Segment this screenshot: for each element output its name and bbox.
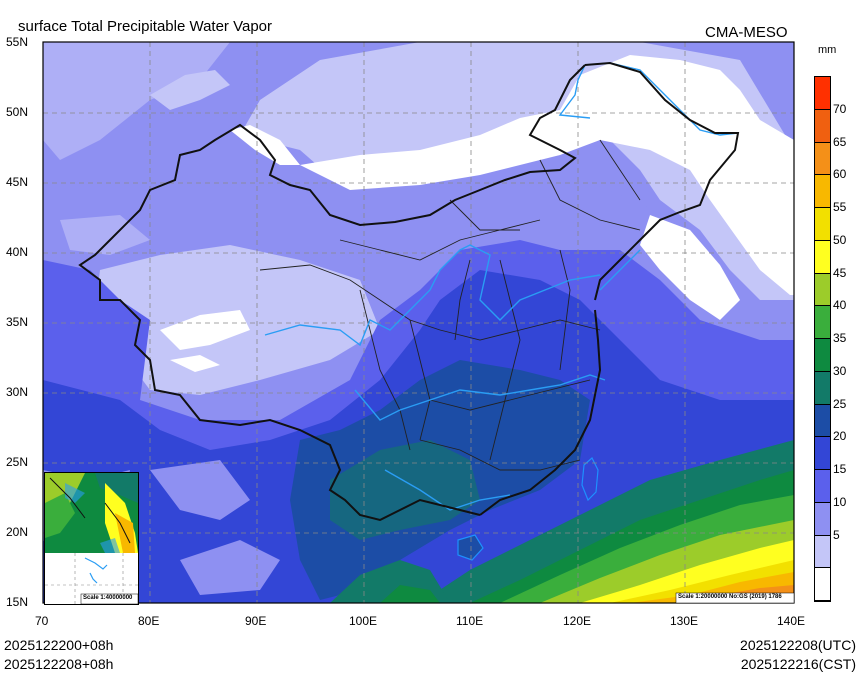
lat-label: 40N (6, 245, 29, 259)
colorbar-segment (815, 306, 830, 339)
valid-time-cst: 2025122216(CST) (740, 656, 856, 672)
colorbar-label: 30 (833, 363, 847, 378)
colorbar-label: 15 (833, 462, 847, 476)
inset-map: Scale 1:40000000 (44, 472, 139, 605)
colorbar-units: mm (818, 44, 837, 56)
colorbar-segment (815, 568, 830, 601)
lon-label: 100E (349, 614, 378, 628)
colorbar-label: 25 (833, 396, 847, 411)
lat-label: 20N (6, 525, 29, 539)
init-time: 2025122200+08h (4, 637, 114, 653)
colorbar-segment (815, 535, 830, 569)
lon-label: 130E (670, 614, 699, 628)
lat-label: 30N (6, 385, 29, 399)
lat-label: 50N (6, 105, 29, 119)
lon-label: 90E (245, 614, 267, 628)
lat-label: 45N (6, 175, 29, 189)
colorbar-segment (815, 77, 830, 110)
colorbar-label: 35 (833, 331, 847, 345)
valid-time-local: 2025122208+08h (4, 656, 114, 672)
colorbar-segment (815, 208, 830, 241)
colorbar-label: 40 (833, 298, 847, 313)
valid-time-utc: 2025122208(UTC) (740, 637, 856, 653)
lon-label: 120E (563, 614, 592, 628)
colorbar-label: 20 (833, 429, 847, 444)
colorbar-segment (815, 240, 830, 274)
colorbar-segment (815, 437, 830, 470)
colorbar-segment (815, 175, 830, 208)
colorbar-segment (815, 273, 830, 307)
colorbar-label: 70 (833, 101, 847, 116)
colorbar-segment (815, 502, 830, 536)
colorbar-segment (815, 142, 830, 176)
colorbar-segment (815, 339, 830, 372)
lon-label: 110E (456, 614, 484, 628)
colorbar-label: 65 (833, 134, 847, 149)
colorbar (814, 76, 831, 602)
colorbar-segment (815, 470, 830, 503)
tpw-below-5 (300, 55, 794, 295)
lat-label: 55N (6, 35, 29, 49)
colorbar-label: 10 (833, 494, 847, 509)
inset-scale: Scale 1:40000000 (83, 595, 133, 601)
chart-title: surface Total Precipitable Water Vapor (18, 18, 273, 35)
colorbar-segment (815, 404, 830, 438)
colorbar-label: 5 (833, 527, 840, 542)
lon-label: 80E (138, 614, 160, 628)
colorbar-label: 60 (833, 167, 847, 182)
model-name: CMA-MESO (705, 24, 788, 41)
lon-label: 70 (35, 614, 49, 628)
colorbar-label: 55 (833, 200, 847, 214)
lon-label: 140E (777, 614, 806, 628)
lat-label: 35N (6, 315, 29, 329)
colorbar-segment (815, 371, 830, 405)
lat-label: 25N (6, 455, 29, 469)
colorbar-label: 45 (833, 265, 847, 280)
colorbar-segment (815, 109, 830, 143)
lat-label: 15N (6, 595, 29, 609)
colorbar-label: 50 (833, 232, 847, 247)
map-scale-note: Scale 1:20000000 No:GS (2019) 1786 (678, 594, 782, 600)
